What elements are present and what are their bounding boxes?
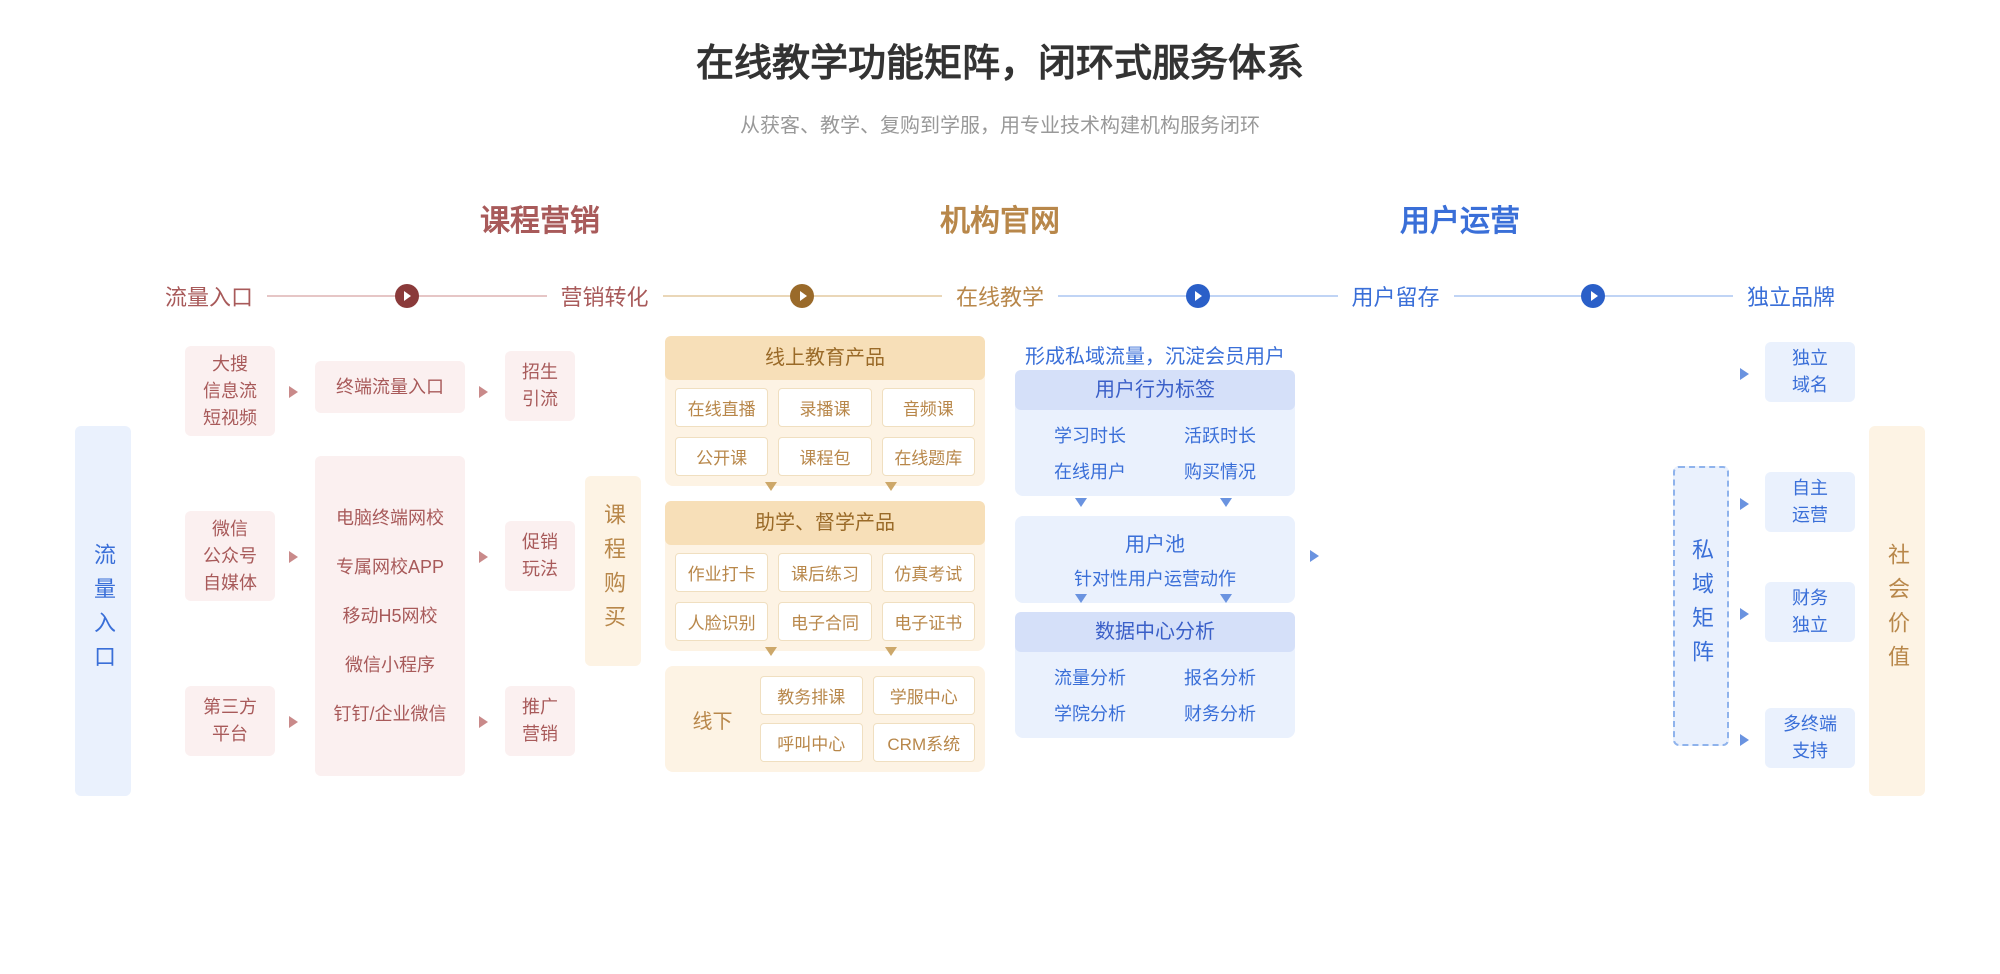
- tag: 在线直播: [675, 388, 768, 427]
- play-icon: [1581, 284, 1605, 308]
- arrow-down-icon: [1075, 594, 1087, 603]
- terminal-item: 专属网校APP: [336, 554, 444, 581]
- section-headers: 课程营销 机构官网 用户运营: [0, 196, 2000, 240]
- metric: 购买情况: [1184, 458, 1256, 484]
- section-website: 机构官网: [940, 196, 1060, 240]
- stage-connector: [1058, 295, 1337, 297]
- content-area: 大搜 信息流 短视频 微信 公众号 自媒体 第三方 平台 终端流量入口 电脑终端…: [165, 336, 1835, 916]
- arrow-down-icon: [765, 647, 777, 656]
- group-online-edu: 线上教育产品 在线直播 录播课 音频课 公开课 课程包 在线题库: [665, 336, 985, 486]
- box-spread: 推广 营销: [505, 686, 575, 756]
- arrow-down-icon: [1075, 498, 1087, 507]
- tag: 在线题库: [882, 437, 975, 476]
- arrow-right-icon: [1310, 550, 1319, 562]
- tag: 课程包: [778, 437, 871, 476]
- tag: 电子合同: [778, 602, 871, 641]
- tag: 电子证书: [882, 602, 975, 641]
- arrow-right-icon: [1740, 734, 1749, 746]
- analysis-item: 学院分析: [1054, 700, 1126, 726]
- group-analysis: 数据中心分析 流量分析 报名分析 学院分析 财务分析: [1015, 612, 1295, 738]
- stage-retention: 用户留存: [1352, 280, 1440, 312]
- arrow-right-icon: [289, 386, 298, 398]
- tag: 学服中心: [873, 676, 976, 715]
- box-promo: 促销 玩法: [505, 521, 575, 591]
- stage-connector: [1454, 295, 1733, 297]
- page-title: 在线教学功能矩阵，闭环式服务体系: [0, 0, 2000, 87]
- tag: 录播课: [778, 388, 871, 427]
- group-title: 线上教育产品: [665, 336, 985, 380]
- box-thirdparty: 第三方 平台: [185, 686, 275, 756]
- arrow-right-icon: [289, 716, 298, 728]
- terminal-item: 钉钉/企业微信: [333, 701, 446, 728]
- diagram: 流量入口 营销转化 在线教学 用户留存 独立品牌 流量入口 课程购买 私域矩阵 …: [75, 276, 1925, 916]
- group-title: 用户行为标签: [1015, 370, 1295, 410]
- page-subtitle: 从获客、教学、复购到学服，用专业技术构建机构服务闭环: [0, 109, 2000, 138]
- arrow-down-icon: [885, 482, 897, 491]
- group-title: 线下: [665, 705, 760, 734]
- arrow-right-icon: [1740, 498, 1749, 510]
- section-marketing: 课程营销: [480, 196, 600, 240]
- stage-teaching: 在线教学: [956, 280, 1044, 312]
- stage-traffic: 流量入口: [165, 280, 253, 312]
- play-icon: [790, 284, 814, 308]
- pool-title: 用户池: [1015, 528, 1295, 557]
- arrow-right-icon: [1740, 608, 1749, 620]
- terminal-item: 微信小程序: [345, 652, 435, 679]
- tag: 仿真考试: [882, 553, 975, 592]
- pillar-traffic: 流量入口: [75, 426, 131, 796]
- box-finance: 财务 独立: [1765, 582, 1855, 642]
- box-enroll: 招生 引流: [505, 351, 575, 421]
- group-behavior: 用户行为标签 学习时长 活跃时长 在线用户 购买情况: [1015, 370, 1295, 496]
- metric: 活跃时长: [1184, 422, 1256, 448]
- arrow-down-icon: [1220, 594, 1232, 603]
- stage-brand: 独立品牌: [1747, 280, 1835, 312]
- arrow-right-icon: [479, 716, 488, 728]
- box-wechat: 微信 公众号 自媒体: [185, 511, 275, 601]
- arrow-right-icon: [479, 386, 488, 398]
- tag: CRM系统: [873, 723, 976, 762]
- group-offline: 线下 教务排课 学服中心 呼叫中心 CRM系统: [665, 666, 985, 772]
- box-terminal-entry: 终端流量入口: [315, 361, 465, 413]
- section-operations: 用户运营: [1400, 196, 1520, 240]
- box-selfop: 自主 运营: [1765, 472, 1855, 532]
- play-icon: [395, 284, 419, 308]
- arrow-right-icon: [1740, 368, 1749, 380]
- box-search: 大搜 信息流 短视频: [185, 346, 275, 436]
- tag: 音频课: [882, 388, 975, 427]
- stage-connector: [267, 295, 546, 297]
- metric: 学习时长: [1054, 422, 1126, 448]
- stage-conversion: 营销转化: [561, 280, 649, 312]
- group-title: 助学、督学产品: [665, 501, 985, 545]
- pool-sub: 针对性用户运营动作: [1015, 565, 1295, 591]
- analysis-item: 报名分析: [1184, 664, 1256, 690]
- box-terminal-list: 电脑终端网校 专属网校APP 移动H5网校 微信小程序 钉钉/企业微信: [315, 456, 465, 776]
- arrow-down-icon: [885, 647, 897, 656]
- stage-row: 流量入口 营销转化 在线教学 用户留存 独立品牌: [165, 276, 1835, 316]
- tag: 人脸识别: [675, 602, 768, 641]
- group-title: 数据中心分析: [1015, 612, 1295, 652]
- box-multiterm: 多终端 支持: [1765, 708, 1855, 768]
- analysis-item: 流量分析: [1054, 664, 1126, 690]
- tag: 呼叫中心: [760, 723, 863, 762]
- terminal-item: 移动H5网校: [342, 603, 437, 630]
- tag: 公开课: [675, 437, 768, 476]
- arrow-down-icon: [1220, 498, 1232, 507]
- terminal-item: 电脑终端网校: [336, 505, 444, 532]
- play-icon: [1186, 284, 1210, 308]
- pillar-value: 社会价值: [1869, 426, 1925, 796]
- retention-caption: 形成私域流量，沉淀会员用户: [1015, 340, 1295, 369]
- arrow-down-icon: [765, 482, 777, 491]
- group-study: 助学、督学产品 作业打卡 课后练习 仿真考试 人脸识别 电子合同 电子证书: [665, 501, 985, 651]
- tag: 教务排课: [760, 676, 863, 715]
- metric: 在线用户: [1054, 458, 1126, 484]
- group-userpool: 用户池 针对性用户运营动作: [1015, 516, 1295, 603]
- arrow-right-icon: [479, 551, 488, 563]
- stage-connector: [663, 295, 942, 297]
- analysis-item: 财务分析: [1184, 700, 1256, 726]
- box-domain: 独立 域名: [1765, 342, 1855, 402]
- arrow-right-icon: [289, 551, 298, 563]
- tag: 作业打卡: [675, 553, 768, 592]
- tag: 课后练习: [778, 553, 871, 592]
